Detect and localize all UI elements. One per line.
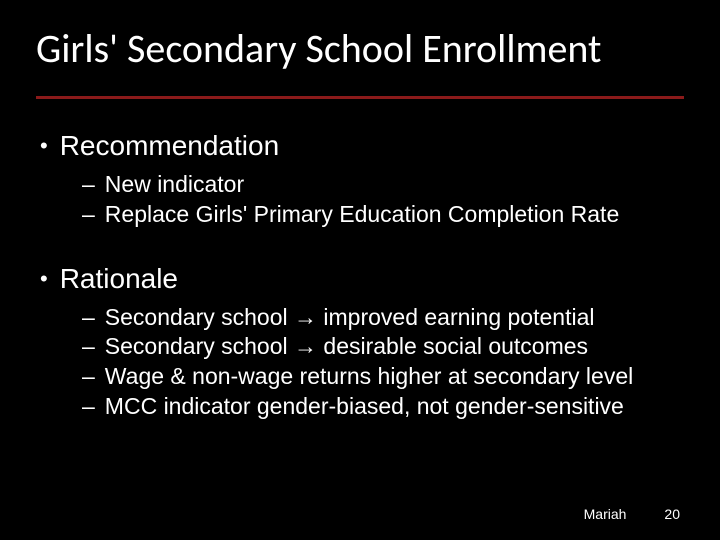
bullet-icon: • <box>40 135 48 157</box>
slide-footer: Mariah 20 <box>584 506 680 522</box>
dash-icon: – <box>82 200 95 229</box>
section-header-label: Recommendation <box>60 130 279 162</box>
bullet-icon: • <box>40 268 48 290</box>
footer-author: Mariah <box>584 506 627 522</box>
list-item: – Secondary school → improved earning po… <box>82 303 680 332</box>
list-item: – Replace Girls' Primary Education Compl… <box>82 200 680 229</box>
dash-icon: – <box>82 170 95 199</box>
dash-icon: – <box>82 303 95 332</box>
list-item-text: Replace Girls' Primary Education Complet… <box>105 200 619 229</box>
dash-icon: – <box>82 362 95 391</box>
section-header-label: Rationale <box>60 263 178 295</box>
dash-icon: – <box>82 392 95 421</box>
slide: Girls' Secondary School Enrollment • Rec… <box>0 0 720 540</box>
list-item: – MCC indicator gender-biased, not gende… <box>82 392 680 421</box>
list-item-text: Secondary school → desirable social outc… <box>105 332 588 361</box>
slide-content: • Recommendation – New indicator – Repla… <box>40 130 680 455</box>
list-item-text: New indicator <box>105 170 244 199</box>
section-header-recommendation: • Recommendation <box>40 130 680 162</box>
list-item: – Secondary school → desirable social ou… <box>82 332 680 361</box>
title-divider <box>36 96 684 99</box>
sub-list-rationale: – Secondary school → improved earning po… <box>82 303 680 421</box>
list-item: – New indicator <box>82 170 680 199</box>
list-item-text: Secondary school → improved earning pote… <box>105 303 595 332</box>
sub-list-recommendation: – New indicator – Replace Girls' Primary… <box>82 170 680 229</box>
list-item-text: MCC indicator gender-biased, not gender-… <box>105 392 624 421</box>
section-header-rationale: • Rationale <box>40 263 680 295</box>
list-item: – Wage & non-wage returns higher at seco… <box>82 362 680 391</box>
list-item-text: Wage & non-wage returns higher at second… <box>105 362 633 391</box>
slide-title: Girls' Secondary School Enrollment <box>0 0 720 73</box>
footer-page-number: 20 <box>664 506 680 522</box>
dash-icon: – <box>82 332 95 361</box>
